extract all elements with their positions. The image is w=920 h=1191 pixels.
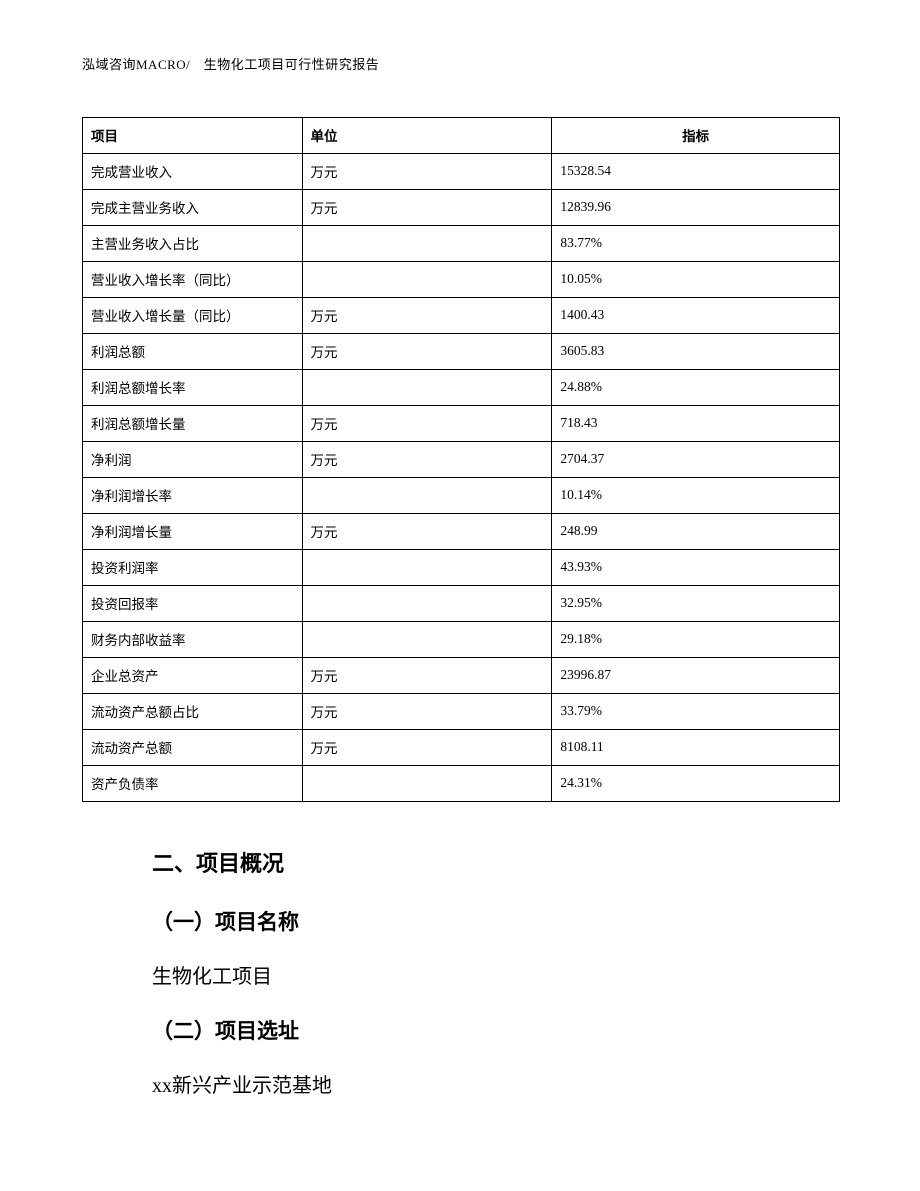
cell-value: 8108.11 (552, 730, 840, 766)
col-header-item: 项目 (83, 118, 303, 154)
cell-value: 248.99 (552, 514, 840, 550)
financial-indicators-table: 项目 单位 指标 完成营业收入万元15328.54 完成主营业务收入万元1283… (82, 117, 840, 802)
table-row: 完成营业收入万元15328.54 (83, 154, 840, 190)
cell-item: 营业收入增长率（同比） (83, 262, 303, 298)
cell-value: 12839.96 (552, 190, 840, 226)
cell-value: 1400.43 (552, 298, 840, 334)
cell-value: 3605.83 (552, 334, 840, 370)
cell-unit (302, 370, 552, 406)
table-row: 利润总额增长量万元718.43 (83, 406, 840, 442)
cell-unit (302, 586, 552, 622)
cell-item: 净利润增长量 (83, 514, 303, 550)
table-row: 利润总额增长率 24.88% (83, 370, 840, 406)
cell-item: 净利润增长率 (83, 478, 303, 514)
cell-value: 10.05% (552, 262, 840, 298)
cell-unit (302, 226, 552, 262)
section-heading-overview: 二、项目概况 (122, 846, 800, 878)
table-row: 利润总额万元3605.83 (83, 334, 840, 370)
cell-value: 10.14% (552, 478, 840, 514)
sub-heading-project-name: （一）项目名称 (122, 906, 800, 936)
cell-value: 33.79% (552, 694, 840, 730)
table-row: 净利润增长量万元248.99 (83, 514, 840, 550)
cell-item: 财务内部收益率 (83, 622, 303, 658)
cell-value: 718.43 (552, 406, 840, 442)
table-row: 营业收入增长率（同比） 10.05% (83, 262, 840, 298)
cell-item: 企业总资产 (83, 658, 303, 694)
cell-item: 完成营业收入 (83, 154, 303, 190)
cell-value: 32.95% (552, 586, 840, 622)
cell-item: 营业收入增长量（同比） (83, 298, 303, 334)
col-header-metric: 指标 (552, 118, 840, 154)
sub-heading-site: （二）项目选址 (122, 1015, 800, 1045)
table-row: 营业收入增长量（同比）万元1400.43 (83, 298, 840, 334)
cell-unit (302, 262, 552, 298)
cell-item: 资产负债率 (83, 766, 303, 802)
table-row: 完成主营业务收入万元12839.96 (83, 190, 840, 226)
cell-unit: 万元 (302, 694, 552, 730)
cell-item: 净利润 (83, 442, 303, 478)
page-header: 泓域咨询MACRO/ 生物化工项目可行性研究报告 (82, 54, 840, 73)
table-row: 流动资产总额占比万元33.79% (83, 694, 840, 730)
cell-unit: 万元 (302, 190, 552, 226)
cell-item: 主营业务收入占比 (83, 226, 303, 262)
cell-item: 流动资产总额 (83, 730, 303, 766)
cell-unit: 万元 (302, 154, 552, 190)
table-row: 净利润万元2704.37 (83, 442, 840, 478)
cell-value: 29.18% (552, 622, 840, 658)
cell-value: 24.88% (552, 370, 840, 406)
col-header-unit: 单位 (302, 118, 552, 154)
cell-item: 投资利润率 (83, 550, 303, 586)
cell-item: 投资回报率 (83, 586, 303, 622)
cell-unit: 万元 (302, 514, 552, 550)
table-row: 企业总资产万元23996.87 (83, 658, 840, 694)
table-row: 流动资产总额万元8108.11 (83, 730, 840, 766)
cell-unit (302, 622, 552, 658)
cell-value: 2704.37 (552, 442, 840, 478)
table-row: 投资利润率 43.93% (83, 550, 840, 586)
body-text-block: 二、项目概况 （一）项目名称 生物化工项目 （二）项目选址 xx新兴产业示范基地 (82, 846, 840, 1098)
paragraph-site: xx新兴产业示范基地 (122, 1069, 800, 1098)
paragraph-project-name: 生物化工项目 (122, 960, 800, 989)
cell-unit (302, 550, 552, 586)
cell-item: 利润总额增长量 (83, 406, 303, 442)
cell-unit: 万元 (302, 334, 552, 370)
table-row: 净利润增长率 10.14% (83, 478, 840, 514)
cell-item: 利润总额 (83, 334, 303, 370)
cell-value: 15328.54 (552, 154, 840, 190)
cell-value: 23996.87 (552, 658, 840, 694)
table-header-row: 项目 单位 指标 (83, 118, 840, 154)
cell-value: 24.31% (552, 766, 840, 802)
table-body: 完成营业收入万元15328.54 完成主营业务收入万元12839.96 主营业务… (83, 154, 840, 802)
cell-unit (302, 766, 552, 802)
cell-item: 利润总额增长率 (83, 370, 303, 406)
cell-unit: 万元 (302, 298, 552, 334)
cell-value: 83.77% (552, 226, 840, 262)
cell-unit: 万元 (302, 442, 552, 478)
table-row: 资产负债率 24.31% (83, 766, 840, 802)
cell-unit: 万元 (302, 730, 552, 766)
cell-unit: 万元 (302, 658, 552, 694)
document-page: 泓域咨询MACRO/ 生物化工项目可行性研究报告 项目 单位 指标 完成营业收入… (0, 0, 920, 1178)
table-row: 投资回报率 32.95% (83, 586, 840, 622)
cell-value: 43.93% (552, 550, 840, 586)
table-row: 财务内部收益率 29.18% (83, 622, 840, 658)
table-row: 主营业务收入占比 83.77% (83, 226, 840, 262)
cell-unit: 万元 (302, 406, 552, 442)
cell-item: 完成主营业务收入 (83, 190, 303, 226)
cell-item: 流动资产总额占比 (83, 694, 303, 730)
cell-unit (302, 478, 552, 514)
